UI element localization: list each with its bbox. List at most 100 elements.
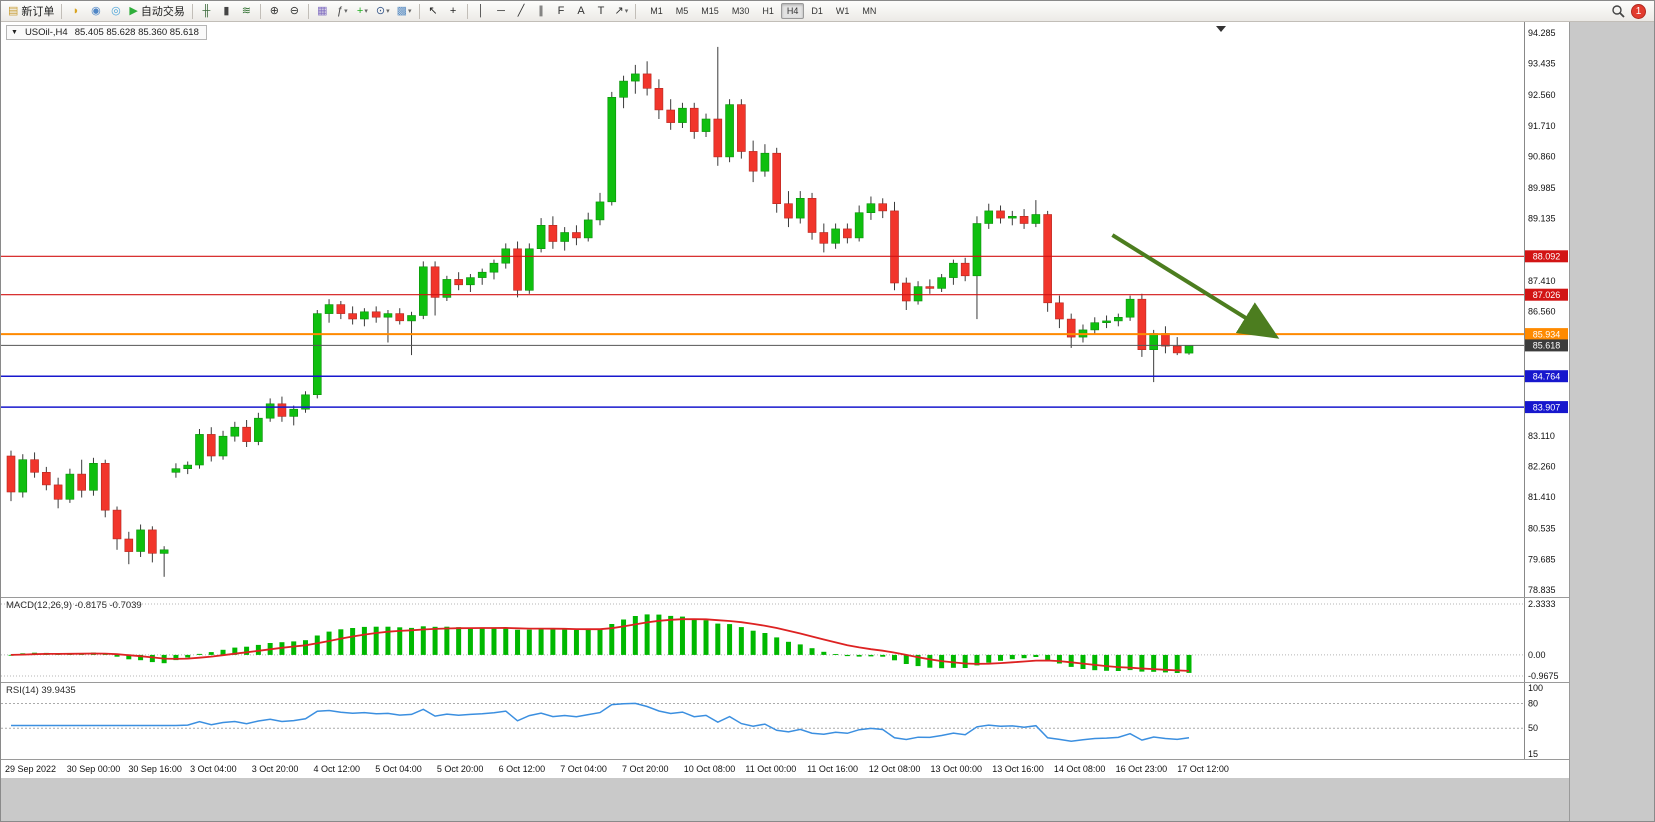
- time-label: 29 Sep 2022: [5, 764, 57, 774]
- svg-text:-0.9675: -0.9675: [1528, 671, 1559, 681]
- time-label: 17 Oct 12:00: [1177, 764, 1229, 774]
- shapes-button[interactable]: ↗ ▾: [612, 3, 632, 20]
- toolbar-separator: [466, 3, 468, 19]
- toolbar-separator: [61, 3, 63, 19]
- timeframe-button-m5[interactable]: M5: [675, 6, 689, 16]
- fibonacci-button[interactable]: F: [552, 3, 571, 20]
- timeframe-button-w1[interactable]: W1: [835, 6, 850, 16]
- timeframe-button-m1[interactable]: M1: [650, 6, 663, 16]
- vertical-line-icon: │: [477, 4, 485, 17]
- svg-text:83.110: 83.110: [1528, 431, 1555, 441]
- svg-text:78.835: 78.835: [1528, 585, 1556, 595]
- time-label: 30 Sep 00:00: [66, 764, 121, 774]
- new-order-button[interactable]: ▤ 新订单: [5, 3, 57, 20]
- crosshair-icon: +: [449, 4, 457, 17]
- autotrading-button[interactable]: ▶ 自动交易: [126, 3, 187, 20]
- price-chart-canvas[interactable]: 94.285 93.435 92.560 91.710 90.860 89.985 89.1…: [1, 22, 1569, 597]
- profile-button[interactable]: ◉: [86, 3, 105, 20]
- panel-separator-axis: [1, 759, 1569, 760]
- text-icon: A: [577, 4, 585, 17]
- add-indicator-button[interactable]: + ▾: [353, 3, 372, 20]
- time-label: 5 Oct 20:00: [436, 764, 484, 774]
- macd-canvas[interactable]: 2.3333 0.00 -0.9675: [1, 598, 1569, 682]
- time-label: 11 Oct 00:00: [745, 764, 797, 774]
- timeframe-button-mn[interactable]: MN: [862, 6, 877, 16]
- channel-button[interactable]: ∥: [532, 3, 551, 20]
- panel-separator-macd[interactable]: [1, 597, 1569, 598]
- svg-text:87.410: 87.410: [1528, 276, 1556, 286]
- chart-symbol-period: USOil-,H4: [24, 27, 68, 38]
- timeframe-group: M1 M5 M15 M30 H1 H4 D1 W1 MN: [644, 3, 882, 19]
- vertical-line-button[interactable]: │: [472, 3, 491, 20]
- periods-button[interactable]: ⊙ ▾: [373, 3, 393, 20]
- ohlc-bars-button[interactable]: ╫: [197, 3, 216, 20]
- svg-text:89.135: 89.135: [1528, 214, 1556, 224]
- time-axis[interactable]: 29 Sep 2022 30 Sep 00:00 30 Sep 16:00 3 Oct…: [1, 760, 1569, 778]
- time-label: 4 Oct 12:00: [313, 764, 361, 774]
- candlestick-button[interactable]: ▮: [217, 3, 236, 20]
- svg-text:15: 15: [1528, 749, 1538, 759]
- crosshair-button[interactable]: +: [444, 3, 463, 20]
- toolbar-separator: [418, 3, 420, 19]
- toolbar-separator: [191, 3, 193, 19]
- zoom-out-button[interactable]: ⊖: [285, 3, 304, 20]
- time-label: 7 Oct 20:00: [622, 764, 669, 774]
- broadcast-icon: ◎: [111, 4, 121, 17]
- rsi-canvas[interactable]: 100 80 50 15: [1, 683, 1569, 759]
- templates-button[interactable]: ▩ ▾: [394, 3, 415, 20]
- ohlc-bars-icon: ╫: [202, 4, 211, 17]
- panel-separator-rsi[interactable]: [1, 682, 1569, 683]
- horizontal-line-button[interactable]: ─: [492, 3, 511, 20]
- svg-text:79.685: 79.685: [1528, 554, 1556, 564]
- zoom-in-button[interactable]: ⊕: [265, 3, 284, 20]
- svg-text:85.934: 85.934: [1533, 329, 1561, 339]
- fibonacci-icon: F: [557, 4, 565, 17]
- tile-windows-button[interactable]: ▦: [313, 3, 332, 20]
- toolbar-separator: [259, 3, 261, 19]
- announcement-button[interactable]: ◗: [66, 3, 85, 20]
- svg-text:93.435: 93.435: [1528, 59, 1556, 69]
- time-label: 11 Oct 16:00: [807, 764, 858, 774]
- toolbar-separator: [307, 3, 309, 19]
- macd-label: MACD(12,26,9) -0.8175 -0.7039: [6, 600, 142, 611]
- time-label: 10 Oct 08:00: [683, 764, 736, 774]
- horizontal-line-icon: ─: [497, 4, 505, 17]
- svg-text:91.710: 91.710: [1528, 121, 1556, 131]
- trendline-button[interactable]: ╱: [512, 3, 531, 20]
- collapse-triangle-icon[interactable]: ▼: [11, 29, 18, 36]
- trend-arrow-annotation[interactable]: [1111, 233, 1280, 339]
- svg-text:94.285: 94.285: [1528, 28, 1556, 38]
- svg-text:92.560: 92.560: [1528, 90, 1556, 100]
- time-label: 13 Oct 16:00: [992, 764, 1044, 774]
- timeframe-button-m15[interactable]: M15: [701, 6, 719, 16]
- community-button[interactable]: ◎: [106, 3, 125, 20]
- label-button[interactable]: T: [592, 3, 611, 20]
- search-button[interactable]: [1608, 3, 1628, 20]
- svg-text:90.860: 90.860: [1528, 152, 1556, 162]
- timeframe-button-m30[interactable]: M30: [731, 6, 750, 16]
- time-label: 6 Oct 12:00: [498, 764, 546, 774]
- timeframe-button-d1[interactable]: D1: [811, 6, 823, 16]
- template-icon: ▩: [396, 4, 408, 17]
- candlestick-icon: ▮: [223, 4, 230, 17]
- svg-text:80: 80: [1528, 699, 1538, 709]
- clock-icon: ⊙: [375, 4, 386, 17]
- zoom-out-icon: ⊖: [289, 4, 299, 17]
- indicators-button[interactable]: ƒ ▾: [333, 3, 352, 20]
- cursor-button[interactable]: ↖: [424, 3, 443, 20]
- arrow-shapes-icon: ↗: [614, 4, 624, 17]
- megaphone-icon: ◗: [72, 4, 80, 17]
- macd-panel: 2.3333 0.00 -0.9675 MACD(12,26,9) -0.8175 …: [1, 598, 1569, 682]
- timeframe-button-h4[interactable]: H4: [780, 3, 805, 19]
- line-chart-button[interactable]: ≋: [237, 3, 256, 20]
- text-label-icon: T: [597, 4, 605, 17]
- time-label: 12 Oct 08:00: [868, 764, 921, 774]
- svg-text:87.026: 87.026: [1533, 290, 1561, 300]
- notification-badge[interactable]: 1: [1631, 3, 1646, 19]
- function-icon: ƒ: [337, 4, 344, 17]
- timeframe-button-h1[interactable]: H1: [762, 6, 774, 16]
- text-button[interactable]: A: [572, 3, 591, 20]
- zoom-in-icon: ⊕: [269, 4, 279, 17]
- svg-text:50: 50: [1528, 723, 1538, 733]
